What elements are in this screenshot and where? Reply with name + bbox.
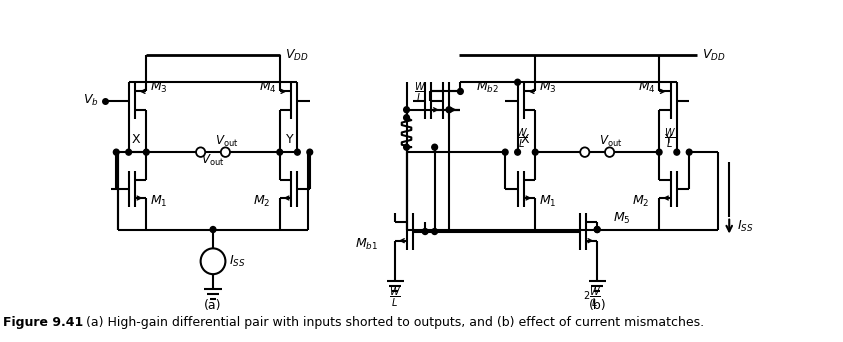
Text: $V_{\rm out}$: $V_{\rm out}$ [215,134,239,149]
Circle shape [221,147,230,157]
Circle shape [594,226,600,233]
Circle shape [210,226,216,233]
Circle shape [432,228,438,235]
Text: $M_1$: $M_1$ [149,194,167,209]
Circle shape [594,226,600,233]
Circle shape [422,228,428,235]
Circle shape [446,107,452,113]
Text: X: X [521,133,529,146]
Text: $M_{b2}$: $M_{b2}$ [476,80,499,95]
Text: $\dfrac{W}{L}$: $\dfrac{W}{L}$ [389,286,401,309]
Circle shape [404,107,410,113]
Text: $V_{\rm out}$: $V_{\rm out}$ [201,153,225,168]
Circle shape [502,149,508,155]
Circle shape [294,149,300,155]
Text: $M_5$: $M_5$ [613,210,631,226]
Circle shape [307,149,313,155]
Text: (a): (a) [204,299,222,312]
Text: $M_3$: $M_3$ [539,80,556,95]
Text: (a) High-gain differential pair with inputs shorted to outputs, and (b) effect o: (a) High-gain differential pair with inp… [70,316,704,329]
Circle shape [404,144,410,150]
Circle shape [515,149,520,155]
Circle shape [404,115,410,121]
Text: (b): (b) [588,299,606,312]
Text: $V_b$: $V_b$ [83,93,99,108]
Circle shape [580,147,589,157]
Circle shape [674,149,679,155]
Text: $M_4$: $M_4$ [638,80,656,95]
Circle shape [605,147,615,157]
Circle shape [143,149,149,155]
Text: $I_{SS}$: $I_{SS}$ [737,219,754,234]
Text: $M_2$: $M_2$ [253,194,271,209]
Text: $M_1$: $M_1$ [539,194,556,209]
Circle shape [114,149,119,155]
Text: $\dfrac{W}{L}$: $\dfrac{W}{L}$ [414,81,426,104]
Circle shape [277,149,282,155]
Text: $M_4$: $M_4$ [259,80,277,95]
Circle shape [432,144,438,150]
Text: X: X [132,133,141,146]
Text: $M_3$: $M_3$ [149,80,167,95]
Text: $2\dfrac{W}{L}$: $2\dfrac{W}{L}$ [583,286,602,309]
Circle shape [686,149,692,155]
Circle shape [515,79,520,85]
Text: $M_{b1}$: $M_{b1}$ [355,236,378,252]
Text: Y: Y [665,133,673,146]
Circle shape [458,89,464,94]
Text: $\dfrac{W}{L}$: $\dfrac{W}{L}$ [664,127,676,150]
Circle shape [533,149,538,155]
Circle shape [126,149,132,155]
Text: $M_2$: $M_2$ [632,194,650,209]
Text: $V_{DD}$: $V_{DD}$ [702,48,726,63]
Circle shape [196,147,205,157]
Circle shape [657,149,662,155]
Text: Y: Y [286,133,293,146]
Text: $I_{SS}$: $I_{SS}$ [229,254,246,269]
Text: $V_{\rm out}$: $V_{\rm out}$ [599,134,622,149]
Text: $V_{DD}$: $V_{DD}$ [285,48,309,63]
Text: $\dfrac{W}{L}$: $\dfrac{W}{L}$ [517,127,529,150]
Text: Figure 9.41: Figure 9.41 [3,316,83,329]
Circle shape [201,248,225,274]
